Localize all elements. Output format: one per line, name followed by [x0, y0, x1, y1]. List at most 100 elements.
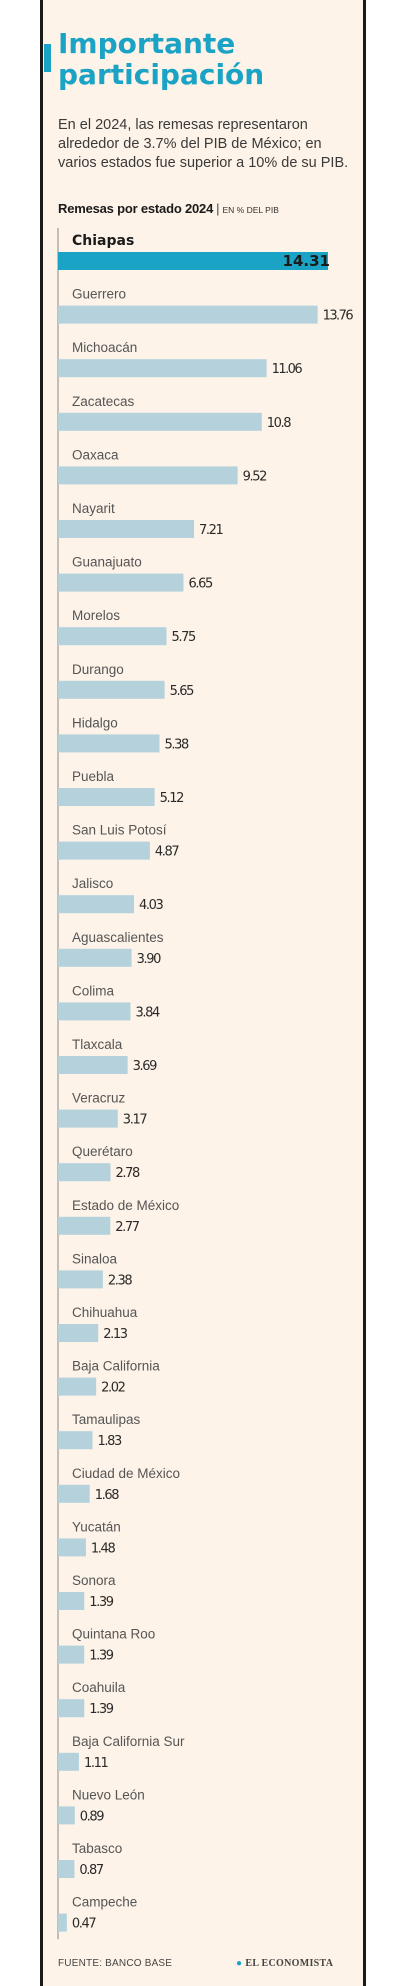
bar: [58, 1484, 90, 1503]
category-label: Michoacán: [72, 340, 137, 355]
value-label: 3.84: [135, 1005, 160, 1020]
value-label: 1.68: [95, 1488, 120, 1503]
category-label: Baja California Sur: [72, 1734, 185, 1749]
category-label: Morelos: [72, 608, 120, 623]
category-label: Veracruz: [72, 1091, 126, 1106]
bar: [58, 1163, 111, 1182]
category-label: Nuevo León: [72, 1787, 145, 1802]
value-label: 2.02: [101, 1381, 126, 1396]
value-label: 1.48: [91, 1541, 116, 1556]
value-label: 1.39: [89, 1649, 114, 1664]
footer-brand: ● EL ECONOMISTA: [236, 1958, 333, 1969]
category-label: San Luis Potosí: [72, 823, 167, 838]
bar: [58, 520, 195, 538]
chart-unit: EN % DEL PIB: [222, 205, 279, 215]
page-title: Importante participación: [58, 27, 265, 91]
category-label: Chihuahua: [72, 1305, 138, 1320]
category-label: Tabasco: [72, 1841, 122, 1856]
bar: [58, 1109, 118, 1128]
value-label: 6.65: [188, 577, 213, 592]
infographic-panel: [40, 0, 366, 1986]
bar: [58, 895, 135, 914]
category-label: Sinaloa: [72, 1251, 118, 1266]
value-label: 3.90: [137, 952, 162, 967]
category-label: Guerrero: [72, 287, 126, 302]
bar: [58, 1431, 93, 1450]
value-label: 0.47: [72, 1917, 97, 1932]
value-label: 2.78: [115, 1166, 140, 1181]
footer-source: FUENTE: BANCO BASE: [58, 1958, 173, 1969]
title-accent-bar: [44, 44, 51, 72]
category-label: Yucatán: [72, 1519, 121, 1534]
category-label: Querétaro: [72, 1144, 133, 1159]
value-label: 5.65: [170, 684, 195, 699]
category-label: Tamaulipas: [72, 1412, 141, 1427]
category-label: Coahuila: [72, 1680, 126, 1695]
bar: [58, 734, 160, 753]
value-label: 1.39: [89, 1595, 114, 1610]
value-label: 2.77: [115, 1220, 140, 1235]
bar: [58, 252, 328, 270]
bar: [58, 1538, 86, 1557]
bar: [58, 466, 238, 485]
category-label: Sonora: [72, 1573, 116, 1588]
chart-heading: Remesas por estado 2024 | EN % DEL PIB: [58, 201, 358, 216]
bar: [58, 1324, 99, 1342]
category-label: Nayarit: [72, 501, 115, 516]
category-label: Hidalgo: [72, 715, 118, 730]
bar: [58, 788, 155, 806]
bar: [58, 1645, 85, 1664]
value-label: 1.39: [89, 1702, 114, 1717]
category-label: Puebla: [72, 769, 115, 784]
value-label: 13.76: [323, 309, 354, 324]
bar: [58, 680, 165, 699]
value-label: 5.75: [171, 630, 196, 645]
category-label: Colima: [72, 983, 115, 998]
bar: [58, 305, 318, 324]
bar: [58, 1377, 97, 1396]
bar: [58, 1699, 85, 1718]
bar: [58, 359, 267, 378]
category-label: Tlaxcala: [72, 1037, 123, 1052]
category-label: Chiapas: [72, 233, 134, 249]
value-label: 7.21: [199, 523, 224, 538]
value-label: 10.8: [267, 416, 292, 431]
category-label: Guanajuato: [72, 555, 142, 570]
page-subtitle: En el 2024, las remesas representaron al…: [58, 117, 349, 171]
bar: [58, 573, 184, 592]
category-label: Ciudad de México: [72, 1466, 180, 1481]
value-label: 3.69: [133, 1059, 158, 1074]
category-label: Campeche: [72, 1895, 137, 1910]
value-label: 3.17: [123, 1113, 148, 1128]
bar: [58, 1860, 75, 1878]
value-label: 0.87: [79, 1863, 104, 1878]
bar: [58, 1913, 67, 1932]
brand-name: EL ECONOMISTA: [245, 1958, 334, 1969]
value-label: 11.06: [272, 362, 303, 377]
value-label: 5.12: [160, 791, 185, 806]
category-label: Aguascalientes: [72, 930, 164, 945]
category-label: Durango: [72, 662, 124, 677]
bar: [58, 627, 167, 646]
bar: [58, 1270, 103, 1289]
brand-mark-icon: ●: [236, 1958, 243, 1969]
value-label: 2.38: [108, 1273, 133, 1288]
value-label: 1.11: [84, 1756, 109, 1771]
heading-separator: |: [216, 201, 220, 216]
bar: [58, 841, 150, 860]
category-label: Estado de México: [72, 1198, 179, 1213]
category-label: Zacatecas: [72, 394, 135, 409]
category-label: Jalisco: [72, 876, 113, 891]
bar: [58, 412, 262, 431]
bar: [58, 1216, 111, 1235]
value-label: 14.31: [283, 252, 330, 270]
bar: [58, 1752, 79, 1771]
value-label: 4.87: [155, 845, 180, 860]
value-label: 5.38: [165, 737, 190, 752]
category-label: Baja California: [72, 1359, 160, 1374]
bar: [58, 1056, 128, 1074]
category-label: Quintana Roo: [72, 1627, 155, 1642]
value-label: 0.89: [80, 1809, 105, 1824]
value-label: 2.13: [103, 1327, 128, 1342]
value-label: 4.03: [139, 898, 164, 913]
